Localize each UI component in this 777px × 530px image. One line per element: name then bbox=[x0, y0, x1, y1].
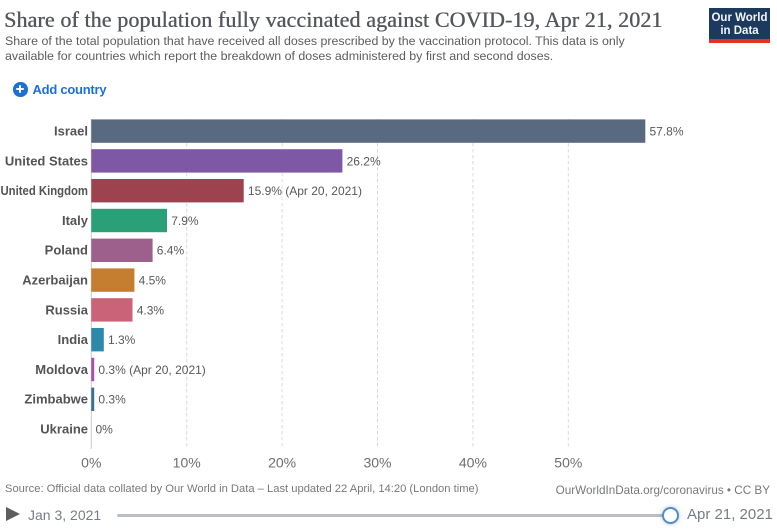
svg-text:1.3%: 1.3% bbox=[108, 333, 136, 347]
svg-text:0.3%: 0.3% bbox=[98, 393, 126, 407]
svg-text:40%: 40% bbox=[459, 455, 487, 471]
svg-text:57.8%: 57.8% bbox=[650, 125, 684, 139]
svg-text:20%: 20% bbox=[268, 455, 296, 471]
svg-text:4.5%: 4.5% bbox=[139, 274, 167, 288]
svg-text:Zimbabwe: Zimbabwe bbox=[24, 392, 88, 407]
svg-text:0.3% (Apr 20, 2021): 0.3% (Apr 20, 2021) bbox=[98, 363, 205, 377]
svg-text:Poland: Poland bbox=[45, 243, 88, 258]
svg-text:30%: 30% bbox=[363, 455, 391, 471]
svg-text:Italy: Italy bbox=[62, 213, 89, 228]
svg-text:7.9%: 7.9% bbox=[171, 214, 199, 228]
svg-text:0%: 0% bbox=[96, 423, 114, 437]
svg-text:50%: 50% bbox=[554, 455, 582, 471]
svg-text:India: India bbox=[58, 332, 89, 347]
svg-text:United Kingdom: United Kingdom bbox=[1, 183, 89, 198]
svg-text:Israel: Israel bbox=[54, 124, 88, 139]
svg-text:Azerbaijan: Azerbaijan bbox=[22, 273, 88, 288]
svg-text:Moldova: Moldova bbox=[35, 362, 88, 377]
svg-text:United States: United States bbox=[5, 153, 88, 168]
svg-text:Russia: Russia bbox=[45, 302, 88, 317]
svg-text:6.4%: 6.4% bbox=[157, 244, 185, 258]
svg-text:0%: 0% bbox=[81, 455, 101, 471]
svg-text:15.9% (Apr 20, 2021): 15.9% (Apr 20, 2021) bbox=[248, 184, 362, 198]
svg-text:Ukraine: Ukraine bbox=[40, 422, 88, 437]
svg-text:4.3%: 4.3% bbox=[137, 303, 165, 317]
svg-text:26.2%: 26.2% bbox=[347, 154, 381, 168]
svg-text:10%: 10% bbox=[173, 455, 201, 471]
